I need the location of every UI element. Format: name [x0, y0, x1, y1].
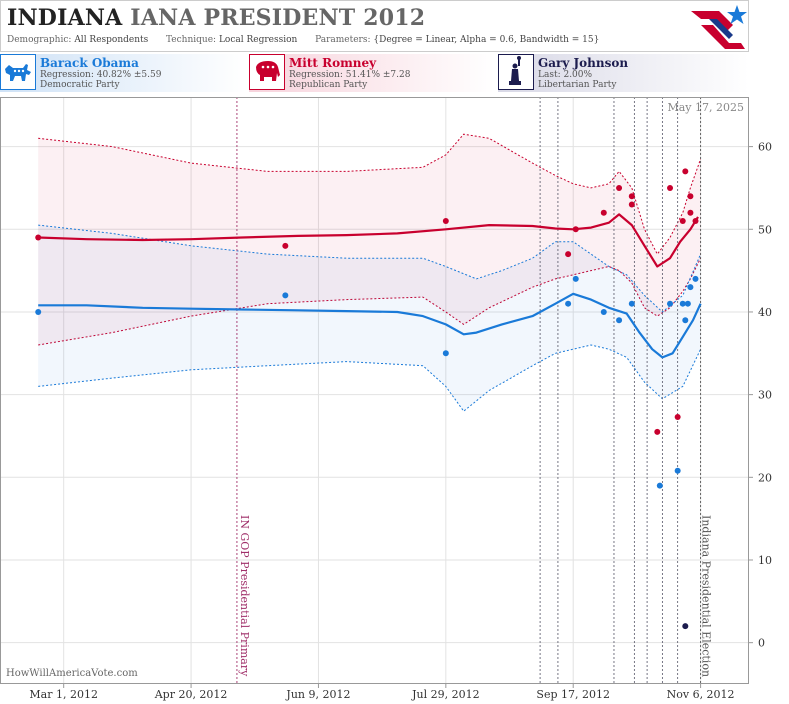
y-tick-label: 10	[758, 554, 772, 567]
poll-point	[565, 251, 572, 258]
lower-bound-line	[38, 257, 702, 346]
x-tick-label: Jun 9, 2012	[285, 688, 350, 701]
poll-point	[616, 184, 623, 191]
poll-point	[628, 201, 635, 208]
poll-point	[628, 300, 635, 307]
x-tick-label: Nov 6, 2012	[667, 688, 735, 701]
poll-point	[679, 218, 686, 225]
poll-point	[682, 623, 689, 630]
title-state: INDIANA	[7, 5, 123, 31]
technique-value: Local Regression	[218, 35, 298, 45]
y-tick-label: 50	[758, 223, 772, 236]
demographic-label: Demographic:	[7, 35, 72, 45]
candidate-legend: Barack Obama Regression: 40.82% ±5.59 De…	[0, 54, 749, 94]
legend-item-obama[interactable]: Barack Obama Regression: 40.82% ±5.59 De…	[0, 54, 246, 92]
poll-point	[667, 184, 674, 191]
legend-item-johnson[interactable]: Gary Johnson Last: 2.00% Libertarian Par…	[498, 54, 749, 92]
y-tick-label: 0	[758, 637, 765, 650]
candidate-stat: Regression: 40.82% ±5.59	[40, 70, 162, 80]
poll-point	[674, 413, 681, 420]
technique-label: Technique:	[166, 35, 217, 45]
poll-point	[684, 300, 691, 307]
legend-item-romney[interactable]: Mitt Romney Regression: 51.41% ±7.28 Rep…	[249, 54, 495, 92]
parameters-value: {Degree = Linear, Alpha = 0.6, Bandwidth…	[373, 35, 600, 45]
confidence-band	[38, 134, 701, 345]
poll-point	[656, 482, 663, 489]
poll-point	[682, 317, 689, 324]
donkey-icon	[0, 54, 36, 90]
poll-point	[572, 275, 579, 282]
upper-bound-line	[38, 133, 702, 256]
poll-point	[565, 300, 572, 307]
upper-bound-line	[38, 224, 702, 313]
trend-line	[38, 213, 699, 268]
candidate-name: Gary Johnson	[538, 56, 629, 70]
chart-header: INDIANA IANA PRESIDENT 2012 Demographic:…	[0, 0, 749, 52]
poll-point	[654, 428, 661, 435]
poll-point	[692, 218, 699, 225]
candidate-name: Barack Obama	[40, 56, 139, 70]
poll-point	[442, 350, 449, 357]
axes: 0 10 20 30 40 50 60 Mar 1, 2012 Apr 20, 2012 Jun …	[0, 97, 772, 701]
candidate-name: Mitt Romney	[289, 56, 377, 70]
poll-point	[687, 284, 694, 291]
event-label: Indiana Presidential Election	[700, 515, 713, 677]
plot-frame	[0, 97, 749, 684]
poll-point	[628, 193, 635, 200]
poll-point	[282, 292, 289, 299]
y-tick-label: 60	[758, 141, 772, 154]
x-tick-label: Apr 20, 2012	[154, 688, 228, 701]
poll-point	[679, 300, 686, 307]
x-tick-label: Mar 1, 2012	[29, 688, 98, 701]
lower-bound-line	[38, 344, 702, 412]
poll-point	[616, 317, 623, 324]
event-label: IN GOP Presidential Primary	[238, 515, 251, 677]
poll-point	[667, 300, 674, 307]
poll-point	[600, 209, 607, 216]
poll-point	[692, 275, 699, 282]
liberty-statue-icon	[498, 54, 534, 90]
title-rest: IANA PRESIDENT 2012	[130, 5, 426, 31]
poll-point	[674, 467, 681, 474]
poll-point	[682, 168, 689, 175]
gridlines	[0, 97, 749, 684]
candidate-stat: Regression: 51.41% ±7.28	[289, 70, 411, 80]
date-label: May 17, 2025	[667, 101, 744, 114]
y-tick-label: 20	[758, 471, 772, 484]
y-tick-label: 30	[758, 389, 772, 402]
demographic-value: All Respondents	[74, 35, 149, 45]
trend-lines	[38, 213, 702, 359]
elephant-icon	[249, 54, 285, 90]
event-markers: IN GOP Presidential Primary Indiana Presi…	[236, 97, 713, 684]
candidate-party: Republican Party	[289, 80, 368, 90]
poll-point	[35, 234, 42, 241]
x-tick-label: Sep 17, 2012	[536, 688, 610, 701]
candidate-party: Democratic Party	[40, 80, 120, 90]
poll-points	[35, 168, 699, 630]
poll-point	[282, 242, 289, 249]
watermark: HowWillAmericaVote.com	[6, 668, 138, 679]
confidence-bands	[38, 133, 702, 412]
poll-point	[35, 308, 42, 315]
confidence-band	[38, 225, 701, 412]
site-logo	[691, 5, 747, 49]
y-tick-label: 40	[758, 306, 772, 319]
x-tick-label: Jul 29, 2012	[411, 688, 480, 701]
poll-point	[687, 209, 694, 216]
poll-point	[687, 193, 694, 200]
poll-point	[442, 218, 449, 225]
poll-point	[600, 308, 607, 315]
candidate-party: Libertarian Party	[538, 80, 617, 90]
chart-title: INDIANA IANA PRESIDENT 2012	[7, 5, 425, 31]
candidate-stat: Last: 2.00%	[538, 70, 593, 80]
parameters-label: Parameters:	[315, 35, 371, 45]
poll-point	[572, 226, 579, 233]
trend-line	[38, 292, 702, 359]
chart-parameters: Demographic: All Respondents Technique: …	[7, 35, 599, 45]
